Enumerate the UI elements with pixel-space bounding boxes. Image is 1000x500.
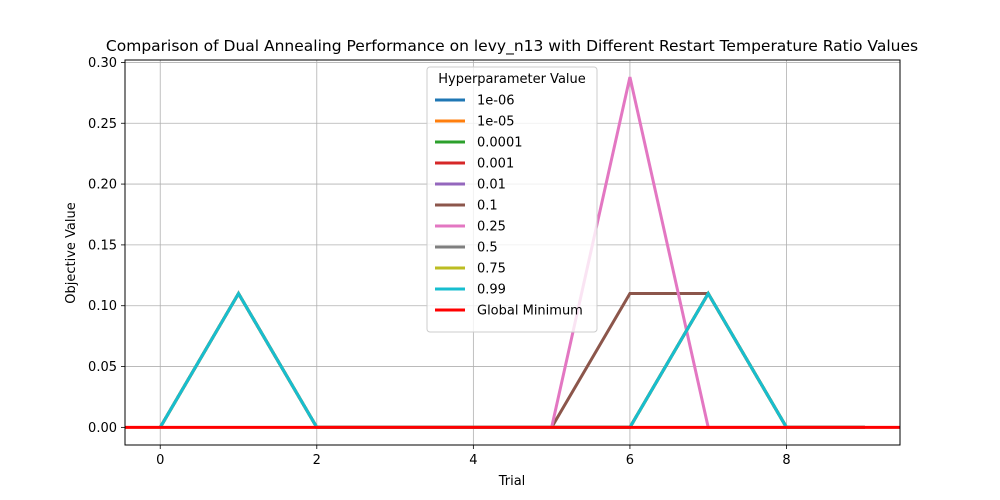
legend-label: 0.5	[477, 241, 498, 256]
legend-box	[426, 66, 598, 333]
y-tick-label: 0.10	[88, 299, 117, 314]
legend-label: 0.1	[477, 199, 498, 214]
y-tick-label: 0.20	[88, 178, 117, 193]
legend-label: 0.01	[477, 178, 506, 193]
y-tick-label: 0.15	[88, 238, 117, 253]
legend-label: 0.001	[477, 157, 514, 172]
x-tick-label: 0	[156, 453, 164, 468]
y-axis-title: Objective Value	[64, 202, 79, 303]
legend-title: Hyperparameter Value	[438, 72, 586, 87]
x-axis: 0 2 4 6 8	[156, 445, 791, 468]
legend-label: 0.0001	[477, 136, 523, 151]
x-axis-title: Trial	[498, 474, 526, 489]
y-tick-label: 0.25	[88, 117, 117, 132]
legend-label: 0.75	[477, 262, 506, 277]
x-tick-label: 4	[469, 453, 477, 468]
legend-label: 1e-06	[477, 94, 515, 109]
y-axis: 0.00 0.05 0.10 0.15 0.20 0.25 0.30	[88, 56, 125, 436]
legend-label: Global Minimum	[477, 304, 583, 319]
y-tick-label: 0.05	[88, 360, 117, 375]
legend: Hyperparameter Value 1e-06 1e-05 0.0001 0.0…	[426, 66, 598, 333]
legend-label: 0.99	[477, 283, 506, 298]
y-tick-label: 0.00	[88, 421, 117, 436]
x-tick-label: 6	[626, 453, 634, 468]
legend-label: 1e-05	[477, 115, 515, 130]
x-tick-label: 2	[313, 453, 321, 468]
plot-frame	[124, 59, 901, 446]
x-tick-label: 8	[782, 453, 790, 468]
y-tick-label: 0.30	[88, 56, 117, 71]
legend-label: 0.25	[477, 220, 506, 235]
chart-title: Comparison of Dual Annealing Performance…	[106, 37, 918, 56]
legend-entries: 1e-06 1e-05 0.0001 0.001 0.01 0.1 0.25 0.5 0.75 0…	[435, 94, 583, 319]
